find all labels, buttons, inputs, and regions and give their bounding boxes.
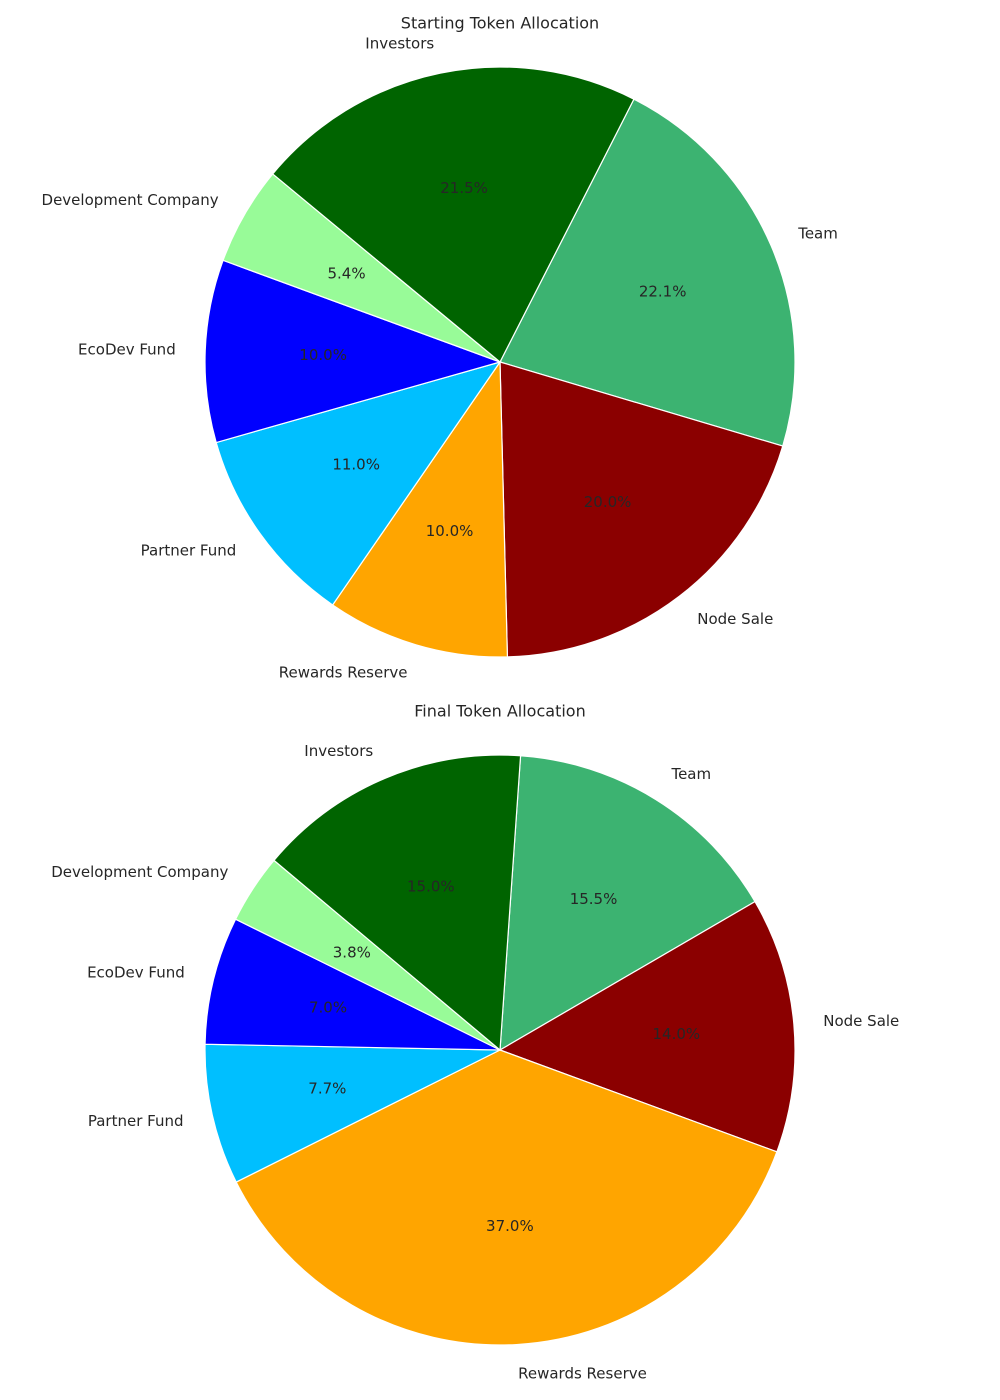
- value-label: 22.1%: [639, 283, 687, 301]
- value-label: 10.0%: [299, 346, 347, 364]
- value-label: 7.7%: [308, 1080, 346, 1098]
- pie-slice: [499, 755, 756, 1052]
- value-label: 3.8%: [333, 944, 371, 962]
- slice-label: Investors: [365, 35, 434, 53]
- slice-label: Rewards Reserve: [279, 664, 408, 682]
- slice-label: Team: [797, 225, 838, 243]
- value-label: 14.0%: [652, 1025, 700, 1043]
- slice-label: Node Sale: [823, 1012, 899, 1030]
- value-label: 15.0%: [407, 878, 455, 896]
- pie-slice: [204, 259, 502, 444]
- value-label: 11.0%: [332, 456, 380, 474]
- value-label: 37.0%: [486, 1217, 534, 1235]
- pie-slice: [499, 361, 784, 658]
- value-label: 7.0%: [309, 999, 347, 1017]
- slice-label: Development Company: [42, 191, 219, 209]
- slice-label: Investors: [304, 742, 373, 760]
- slice-label: EcoDev Fund: [87, 964, 185, 982]
- pie-slice: [204, 1043, 501, 1183]
- value-label: 21.5%: [440, 179, 488, 197]
- slice-label: EcoDev Fund: [78, 340, 176, 358]
- slice-label: Rewards Reserve: [518, 1364, 647, 1382]
- pie-slice: [499, 98, 796, 447]
- slice-label: Development Company: [51, 863, 228, 881]
- pie-slice: [273, 754, 522, 1052]
- pie-slice: [271, 66, 635, 363]
- slice-label: Team: [670, 765, 711, 783]
- value-label: 5.4%: [327, 264, 365, 282]
- chart-title: Final Token Allocation: [414, 702, 585, 721]
- chart-title: Starting Token Allocation: [401, 14, 599, 33]
- slice-label: Partner Fund: [88, 1112, 184, 1130]
- pie-slice: [204, 918, 501, 1051]
- slice-label: Partner Fund: [141, 542, 237, 560]
- pie-slice: [235, 1049, 778, 1346]
- value-label: 20.0%: [584, 493, 632, 511]
- value-label: 10.0%: [426, 522, 474, 540]
- pie-slice: [331, 360, 509, 658]
- slice-label: Node Sale: [697, 610, 773, 628]
- value-label: 15.5%: [570, 890, 618, 908]
- pie-slice: [498, 900, 796, 1153]
